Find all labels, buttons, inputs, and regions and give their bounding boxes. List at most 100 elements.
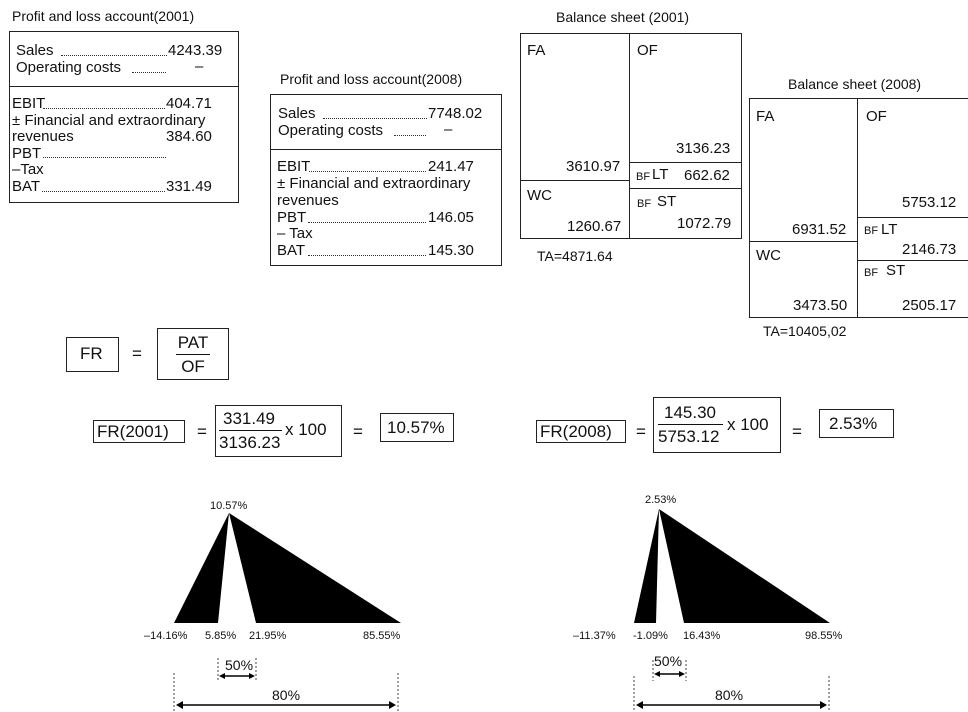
pl2008-opcost-value: – <box>444 121 453 138</box>
tri2001-max-label: 85.55% <box>363 630 401 642</box>
pl2008-pbt-label: PBT <box>277 209 307 226</box>
bs2001-fa-wc-divider <box>520 180 630 181</box>
calc2001-num: 331.49 <box>223 409 275 428</box>
bs2001-lt-st-divider <box>629 188 742 189</box>
tri2001-arrow-80-right-head <box>389 701 396 709</box>
bs2001-wc-label: WC <box>527 187 552 204</box>
bs2001-title: Balance sheet (2001) <box>556 9 690 25</box>
pl2008-bat-value: 145.30 <box>428 242 474 259</box>
pl2001-title: Profit and loss account(2001) <box>12 8 195 24</box>
bs2008-total: TA=10405,02 <box>763 323 847 339</box>
pl2001-tax-label: –Tax <box>12 161 44 178</box>
pl2008-tax-label: – Tax <box>277 225 313 242</box>
bs2008-fa-value: 6931.52 <box>792 221 847 238</box>
pl2001-sales-label: Sales <box>16 42 54 59</box>
calc2001-result-box <box>380 413 454 442</box>
calc2001-frac-box <box>215 405 342 457</box>
tri2001-shape <box>174 513 401 623</box>
pl2008-opcost-label: Operating costs <box>278 122 384 139</box>
pl2008-ebit-dots <box>309 171 426 172</box>
pl2001-sales-dots <box>61 55 167 56</box>
pl2001-pbt-label: PBT <box>12 145 42 162</box>
bs2008-fa-wc-divider <box>749 241 858 242</box>
tri2001-peak-label: 10.57% <box>210 500 248 512</box>
tri2008-shape <box>634 509 830 623</box>
bs2008-of-label: OF <box>866 108 887 125</box>
pl2008-ebit-value: 241.47 <box>428 158 474 175</box>
calc2001-eq2: = <box>353 422 363 441</box>
tri2008-arrow-50-left-head <box>654 671 660 677</box>
bs2001-of-label: OF <box>637 42 658 59</box>
pl2008-bat-label: BAT <box>277 242 306 259</box>
calc2001-mult: x 100 <box>285 420 327 439</box>
tri2008-max-label: 98.55% <box>805 630 843 642</box>
formula-frac-box <box>157 328 229 380</box>
tri2001-band80-label: 80% <box>272 687 301 703</box>
bs2008-lt-value: 2146.73 <box>902 241 957 258</box>
calc2001-frac-bar <box>219 430 282 431</box>
bs2008-fa-label: FA <box>756 108 775 125</box>
pl2008-sales-value: 7748.02 <box>428 105 483 122</box>
bs2008-center-line <box>857 98 858 318</box>
pl2008-sales-label: Sales <box>278 105 316 122</box>
tri2008-band80-label: 80% <box>715 687 744 703</box>
bs2001-total: TA=4871.64 <box>537 248 613 264</box>
pl2001-fin-label-2: revenues <box>12 128 74 145</box>
pl2001-opcost-dots <box>132 72 166 73</box>
pl2008-title: Profit and loss account(2008) <box>280 71 463 87</box>
bs2001-box <box>520 33 742 239</box>
pl2008-fin-label-2: revenues <box>277 192 339 209</box>
pl2008-sales-dots <box>323 118 427 119</box>
pl2001-box <box>9 31 239 203</box>
formula-lhs: FR <box>80 344 103 363</box>
tri2008-low-label: -1.09% <box>633 630 668 642</box>
bs2008-of-value: 5753.12 <box>902 194 957 211</box>
tri2008-min-label: –11.37% <box>573 630 616 642</box>
tri2001-arrow-80-left-head <box>176 701 183 709</box>
tri2001-gap <box>218 513 256 623</box>
bs2001-wc-value: 1260.67 <box>567 218 622 235</box>
formula-den: OF <box>181 357 205 376</box>
calc2001-lhs: FR(2001) <box>97 422 169 441</box>
pl2008-pbt-value: 146.05 <box>428 209 474 226</box>
formula-num: PAT <box>177 333 209 352</box>
bs2001-fa-label: FA <box>527 42 546 59</box>
calc2001-result: 10.57% <box>387 418 445 437</box>
bs2008-title: Balance sheet (2008) <box>788 76 922 92</box>
bs2008-wc-label: WC <box>756 247 781 264</box>
calc2008-den: 5753.12 <box>658 427 720 446</box>
calc2008-eq2: = <box>792 422 802 441</box>
pl2008-bat-dots <box>308 255 426 256</box>
tri2008-arrow-80-right-head <box>820 701 827 709</box>
bs2001-fa-value: 3610.97 <box>566 158 621 175</box>
bs2001-lt-label: LT <box>652 166 669 183</box>
bs2008-st-prefix: BF <box>864 267 879 279</box>
tri2008-high-label: 16.43% <box>683 630 721 642</box>
calc2008-lhs-box <box>536 420 626 443</box>
pl2001-bat-label: BAT <box>12 178 41 195</box>
pl2001-ebit-dots <box>43 108 165 109</box>
calc2008-result: 2.53% <box>829 414 878 433</box>
tri2008-peak-label: 2.53% <box>645 494 677 506</box>
pl2008-divider <box>271 149 501 150</box>
tri2008-arrow-50-right-head <box>679 671 685 677</box>
bs2001-st-label: ST <box>657 193 677 210</box>
tri2008-arrow-80-left-head <box>636 701 643 709</box>
pl2001-fin-label-1: ± Financial and extraordinary <box>12 112 206 129</box>
pl2008-fin-label-1: ± Financial and extraordinary <box>277 175 471 192</box>
calc2008-num: 145.30 <box>664 403 716 422</box>
tri2008-gap <box>656 509 684 623</box>
bs2001-of-value: 3136.23 <box>676 140 731 157</box>
tri2008-band50-label: 50% <box>654 653 683 669</box>
calc2008-frac-bar <box>658 424 723 425</box>
formula-lhs-box <box>66 337 119 372</box>
pl2001-ebit-value: 404.71 <box>166 95 212 112</box>
pl2001-opcost-label: Operating costs <box>16 59 122 76</box>
pl2001-pbt-dots <box>43 157 166 158</box>
tri2001-band50-label: 50% <box>225 657 254 673</box>
bs2008-st-value: 2505.17 <box>902 297 957 314</box>
formula-eq: = <box>132 344 142 363</box>
bs2001-st-value: 1072.79 <box>677 215 732 232</box>
bs2001-st-prefix: BF <box>637 198 652 210</box>
